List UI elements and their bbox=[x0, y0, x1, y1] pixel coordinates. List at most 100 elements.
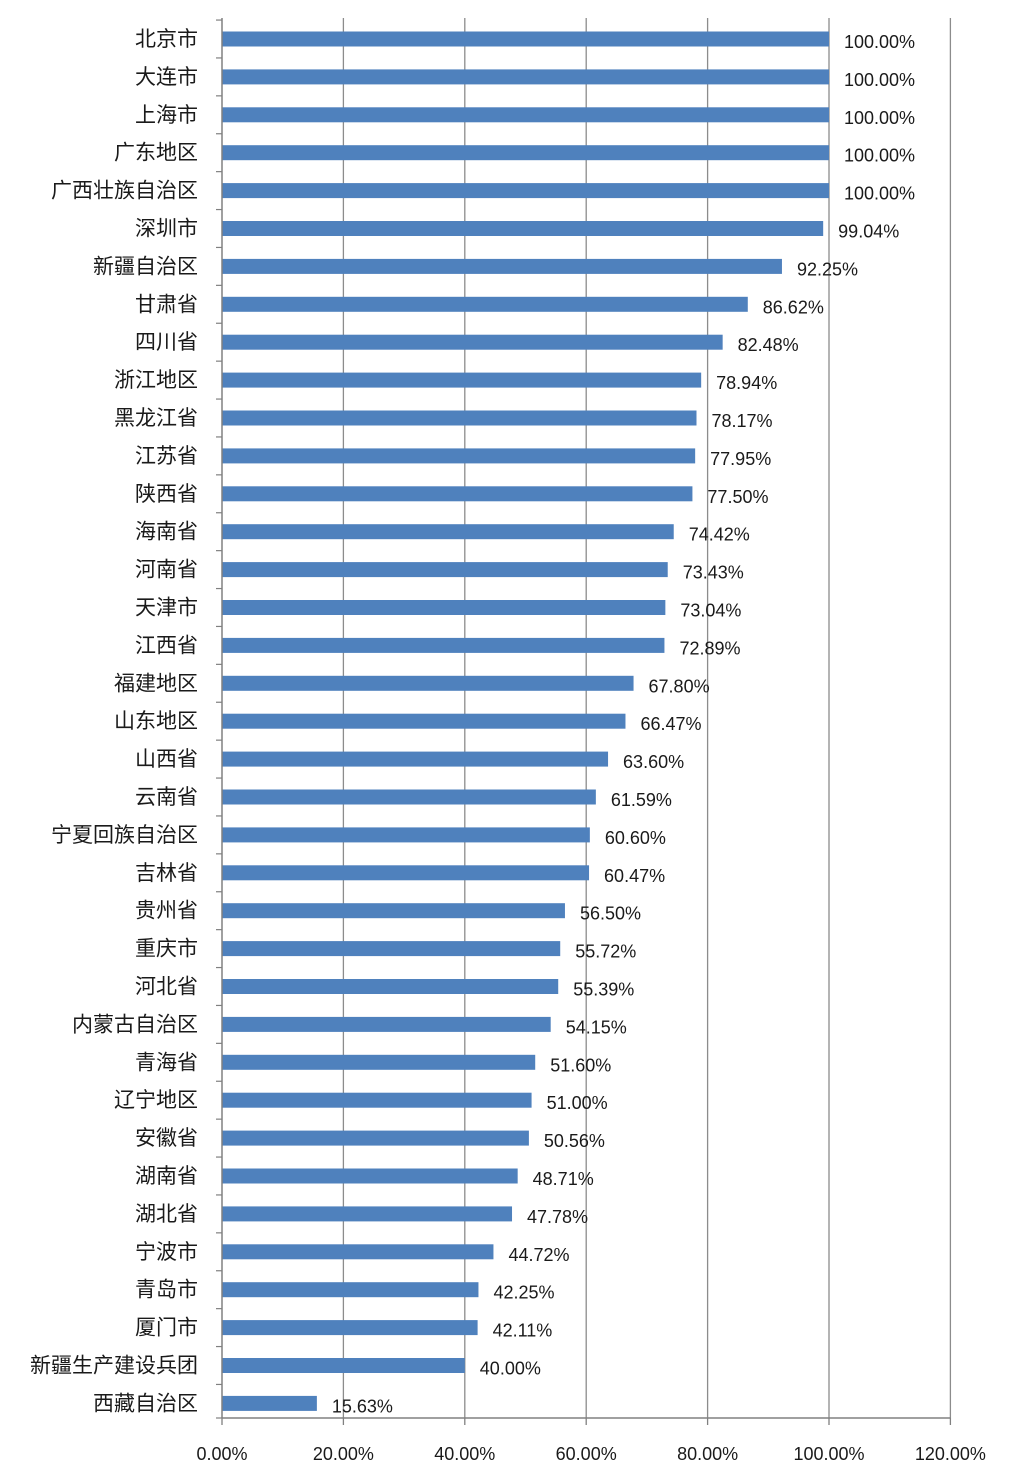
category-label: 深圳市 bbox=[135, 217, 198, 241]
bar bbox=[222, 941, 561, 957]
bar bbox=[222, 713, 626, 729]
bar bbox=[222, 221, 824, 236]
data-label: 77.95% bbox=[710, 449, 771, 469]
bar bbox=[222, 145, 829, 161]
category-label: 广东地区 bbox=[114, 141, 198, 165]
bar bbox=[222, 675, 634, 691]
data-label: 63.60% bbox=[623, 752, 684, 772]
category-label: 湖南省 bbox=[135, 1164, 198, 1188]
bar bbox=[222, 1016, 551, 1032]
data-label: 66.47% bbox=[640, 714, 701, 734]
category-label: 黑龙江省 bbox=[114, 406, 198, 430]
data-label: 42.25% bbox=[493, 1283, 554, 1303]
data-label: 100.00% bbox=[844, 146, 915, 166]
category-label: 浙江地区 bbox=[114, 368, 198, 392]
data-label: 77.50% bbox=[707, 487, 768, 507]
data-label: 86.62% bbox=[763, 297, 824, 317]
x-tick-label: 100.00% bbox=[793, 1444, 864, 1464]
data-label: 99.04% bbox=[838, 222, 899, 242]
category-label: 海南省 bbox=[135, 520, 198, 544]
bar bbox=[222, 979, 559, 994]
data-label: 100.00% bbox=[844, 184, 915, 204]
data-label: 51.60% bbox=[550, 1055, 611, 1075]
bar bbox=[222, 296, 748, 312]
category-label: 江苏省 bbox=[135, 444, 198, 468]
data-label: 67.80% bbox=[649, 676, 710, 696]
category-label: 天津市 bbox=[135, 596, 198, 620]
category-label: 大连市 bbox=[135, 65, 198, 89]
bar bbox=[222, 637, 665, 653]
bar bbox=[222, 69, 829, 85]
data-label: 56.50% bbox=[580, 904, 641, 924]
bar bbox=[222, 524, 674, 540]
category-label: 北京市 bbox=[135, 27, 198, 51]
category-label: 河南省 bbox=[135, 558, 198, 582]
category-label: 青岛市 bbox=[135, 1278, 198, 1302]
category-label: 云南省 bbox=[135, 785, 198, 809]
data-label: 47.78% bbox=[527, 1207, 588, 1227]
category-label: 湖北省 bbox=[135, 1202, 198, 1226]
data-label: 61.59% bbox=[611, 790, 672, 810]
data-label: 15.63% bbox=[332, 1396, 393, 1416]
category-label: 安徽省 bbox=[135, 1126, 198, 1150]
bar bbox=[222, 258, 782, 274]
bar bbox=[222, 865, 590, 881]
data-label: 74.42% bbox=[689, 525, 750, 545]
category-label: 宁夏回族自治区 bbox=[51, 823, 198, 847]
x-tick-label: 120.00% bbox=[915, 1444, 986, 1464]
bar bbox=[222, 31, 829, 47]
bar bbox=[222, 1358, 465, 1373]
bar bbox=[222, 334, 723, 350]
category-label: 厦门市 bbox=[135, 1316, 198, 1340]
category-label: 上海市 bbox=[135, 103, 198, 127]
data-label: 82.48% bbox=[738, 335, 799, 355]
data-label: 73.43% bbox=[683, 563, 744, 583]
category-label: 广西壮族自治区 bbox=[51, 179, 198, 203]
labels: 0.00% 20.00% 40.00% 60.00% 80.00% 100.00% 120.… bbox=[30, 27, 986, 1464]
category-label: 新疆生产建设兵团 bbox=[30, 1354, 198, 1378]
bar bbox=[222, 183, 829, 199]
category-label: 吉林省 bbox=[135, 861, 198, 885]
bar bbox=[222, 903, 565, 919]
bar bbox=[222, 1092, 532, 1108]
category-label: 新疆自治区 bbox=[93, 254, 198, 278]
category-label: 贵州省 bbox=[135, 899, 198, 923]
x-tick-label: 20.00% bbox=[313, 1444, 374, 1464]
data-label: 73.04% bbox=[680, 601, 741, 621]
bar bbox=[222, 1320, 478, 1336]
data-label: 78.94% bbox=[716, 373, 777, 393]
data-label: 51.00% bbox=[547, 1093, 608, 1113]
data-label: 55.39% bbox=[573, 980, 634, 1000]
category-label: 江西省 bbox=[135, 633, 198, 657]
category-label: 福建地区 bbox=[114, 671, 198, 695]
axes bbox=[216, 18, 952, 1425]
bar bbox=[222, 372, 702, 388]
bar bbox=[222, 751, 609, 767]
category-label: 重庆市 bbox=[135, 937, 198, 961]
category-label: 内蒙古自治区 bbox=[72, 1012, 198, 1036]
bar bbox=[222, 486, 693, 502]
bar bbox=[222, 448, 696, 464]
x-tick-label: 80.00% bbox=[677, 1444, 738, 1464]
category-label: 四川省 bbox=[135, 330, 198, 354]
bar bbox=[222, 1054, 536, 1070]
bar bbox=[222, 562, 668, 578]
category-label: 甘肃省 bbox=[135, 292, 198, 316]
bar bbox=[222, 600, 666, 615]
category-label: 辽宁地区 bbox=[114, 1088, 198, 1112]
x-tick-label: 0.00% bbox=[196, 1444, 247, 1464]
x-tick-label: 60.00% bbox=[556, 1444, 617, 1464]
category-label: 陕西省 bbox=[135, 482, 198, 506]
bar bbox=[222, 1395, 317, 1411]
category-label: 河北省 bbox=[135, 975, 198, 999]
data-label: 55.72% bbox=[575, 942, 636, 962]
data-label: 100.00% bbox=[844, 108, 915, 128]
data-label: 78.17% bbox=[711, 411, 772, 431]
bar bbox=[222, 789, 596, 805]
data-label: 48.71% bbox=[533, 1169, 594, 1189]
bar bbox=[222, 1168, 518, 1184]
data-label: 50.56% bbox=[544, 1131, 605, 1151]
category-label: 青海省 bbox=[135, 1050, 198, 1074]
data-label: 42.11% bbox=[493, 1321, 553, 1341]
